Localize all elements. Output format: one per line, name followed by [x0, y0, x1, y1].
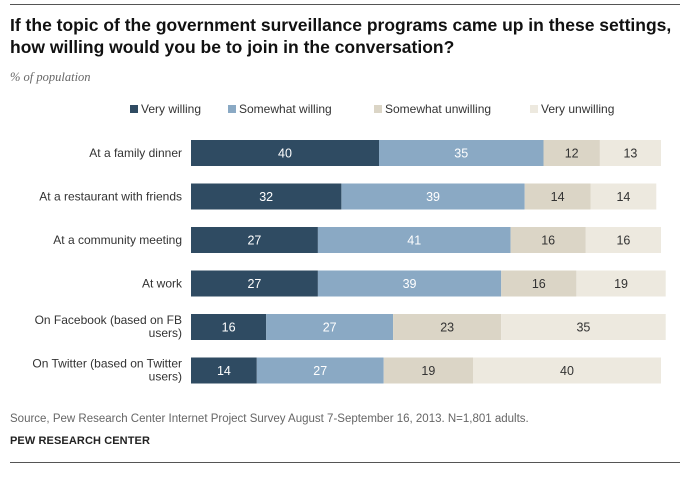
bar-segment-somewhat-willing: [256, 357, 384, 384]
bar-segment-somewhat-unwilling: [510, 227, 586, 253]
category-label: users): [149, 326, 182, 340]
bar-segment-very-unwilling: [576, 270, 666, 297]
bar-segment-very-willing: [191, 314, 267, 340]
bar-segment-very-willing: [191, 270, 318, 297]
data-label: 35: [576, 321, 590, 335]
bar-segment-somewhat-unwilling: [524, 183, 591, 210]
bar-segment-somewhat-willing: [317, 227, 511, 253]
bar-segment-somewhat-willing: [266, 314, 394, 340]
bar-segment-very-willing: [191, 140, 379, 166]
category-label: At a community meeting: [53, 233, 182, 247]
data-label: 23: [440, 321, 454, 335]
data-label: 16: [532, 277, 546, 291]
chart-subtitle: % of population: [10, 70, 91, 84]
category-label: On Facebook (based on FB: [35, 313, 182, 327]
category-label: At work: [142, 277, 183, 291]
bar-segment-very-unwilling: [501, 314, 666, 340]
data-label: 16: [616, 234, 630, 248]
data-label: 39: [426, 190, 440, 204]
bar-segment-very-willing: [191, 227, 318, 253]
category-label: At a family dinner: [89, 146, 182, 160]
bottom-rule: [10, 462, 680, 463]
category-label: users): [149, 370, 182, 384]
legend-swatch-somewhat-willing: [228, 105, 236, 113]
data-label: 13: [623, 147, 637, 161]
data-label: 16: [222, 321, 236, 335]
bar-segment-somewhat-unwilling: [543, 140, 600, 166]
data-label: 39: [403, 277, 417, 291]
credit-line: PEW RESEARCH CENTER: [10, 435, 151, 447]
data-label: 27: [247, 277, 261, 291]
legend-label: Somewhat willing: [239, 102, 332, 116]
legend-swatch-very-unwilling: [530, 105, 538, 113]
legend-label: Very unwilling: [541, 102, 614, 116]
legend-swatch-very-willing: [130, 105, 138, 113]
category-label: At a restaurant with friends: [39, 190, 182, 204]
bar-segment-very-willing: [191, 183, 342, 210]
data-label: 40: [560, 364, 574, 378]
category-label: On Twitter (based on Twitter: [32, 357, 182, 371]
data-label: 19: [421, 364, 435, 378]
data-label: 27: [323, 321, 337, 335]
bar-segment-very-willing: [191, 357, 257, 384]
bar-segment-somewhat-unwilling: [393, 314, 502, 340]
data-label: 14: [616, 190, 630, 204]
bar-segment-somewhat-unwilling: [501, 270, 577, 297]
data-label: 35: [454, 147, 468, 161]
bar-segment-somewhat-willing: [379, 140, 544, 166]
data-label: 27: [247, 234, 261, 248]
legend-label: Somewhat unwilling: [385, 102, 491, 116]
legend-label: Very willing: [141, 102, 201, 116]
bar-segment-very-unwilling: [473, 357, 661, 384]
chart-title: If the topic of the government surveilla…: [10, 15, 672, 57]
legend-swatch-somewhat-unwilling: [374, 105, 382, 113]
data-label: 27: [313, 364, 327, 378]
data-label: 16: [541, 234, 555, 248]
bar-segment-very-unwilling: [599, 140, 661, 166]
top-rule: [10, 4, 680, 5]
data-label: 19: [614, 277, 628, 291]
bar-segment-very-unwilling: [590, 183, 657, 210]
bar-segment-somewhat-willing: [341, 183, 525, 210]
data-label: 12: [565, 147, 579, 161]
bar-segment-very-unwilling: [585, 227, 661, 253]
data-label: 14: [551, 190, 565, 204]
bar-segment-somewhat-unwilling: [383, 357, 473, 384]
data-label: 14: [217, 364, 231, 378]
source-note: Source, Pew Research Center Internet Pro…: [10, 413, 529, 425]
data-label: 41: [407, 234, 421, 248]
stacked-bar-chart: Very willing Somewhat willing Somewhat unw…: [32, 102, 666, 384]
bar-segment-somewhat-willing: [317, 270, 502, 297]
data-label: 32: [259, 190, 273, 204]
data-label: 40: [278, 147, 292, 161]
